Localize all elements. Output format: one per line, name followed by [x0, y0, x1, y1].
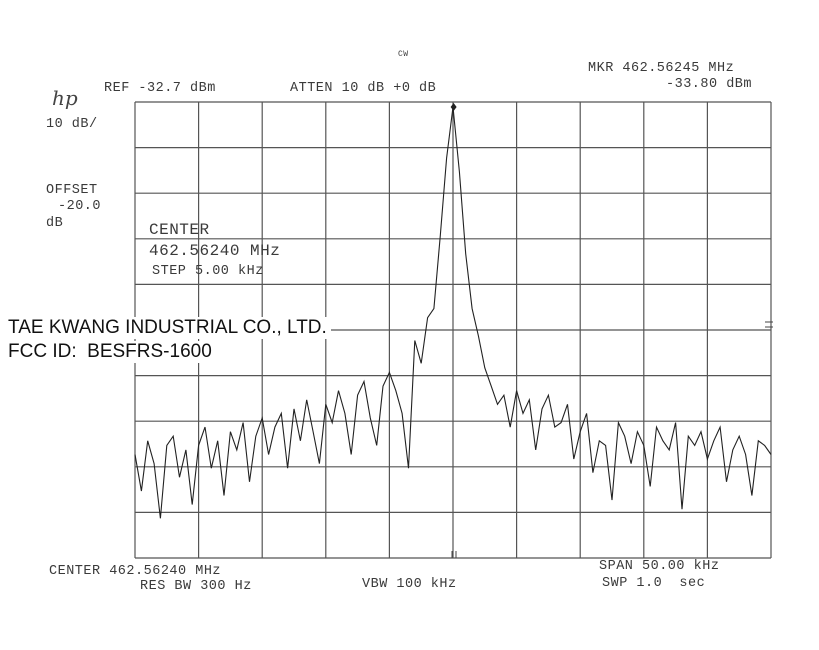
- footer-span: SPAN 50.00 kHz: [599, 559, 720, 574]
- footer-sweep: SWP 1.0 sec: [602, 576, 706, 591]
- center-tick: [451, 551, 457, 558]
- attenuation: ATTEN 10 dB +0 dB: [290, 81, 437, 96]
- company-name: TAE KWANG INDUSTRIAL CO., LTD.: [0, 317, 331, 339]
- ref-level: REF -32.7 dBm: [104, 81, 216, 96]
- offset-value: -20.0: [58, 199, 102, 214]
- overlay-step: STEP 5.00 kHz: [152, 264, 264, 279]
- offset-label: OFFSET: [46, 183, 98, 198]
- ref-level-tick: [765, 321, 773, 328]
- hp-logo: hp: [52, 86, 78, 110]
- footer-res-bw: RES BW 300 Hz: [140, 579, 252, 594]
- footer-center: CENTER 462.56240 MHz: [49, 564, 222, 579]
- overlay-center-label: CENTER: [149, 221, 210, 239]
- marker-level: -33.80 dBm: [666, 77, 753, 92]
- marker-diamond: [450, 103, 457, 112]
- footer-vbw: VBW 100 kHz: [362, 577, 457, 592]
- fcc-id: FCC ID: BESFRS-1600: [0, 341, 216, 363]
- grid: [134, 101, 772, 559]
- scale: 10 dB/: [46, 117, 98, 132]
- offset-unit: dB: [46, 216, 64, 231]
- overlay-center-value: 462.56240 MHz: [149, 242, 281, 260]
- mode-label: CW: [398, 50, 409, 59]
- marker-frequency: MKR 462.56245 MHz: [588, 61, 735, 76]
